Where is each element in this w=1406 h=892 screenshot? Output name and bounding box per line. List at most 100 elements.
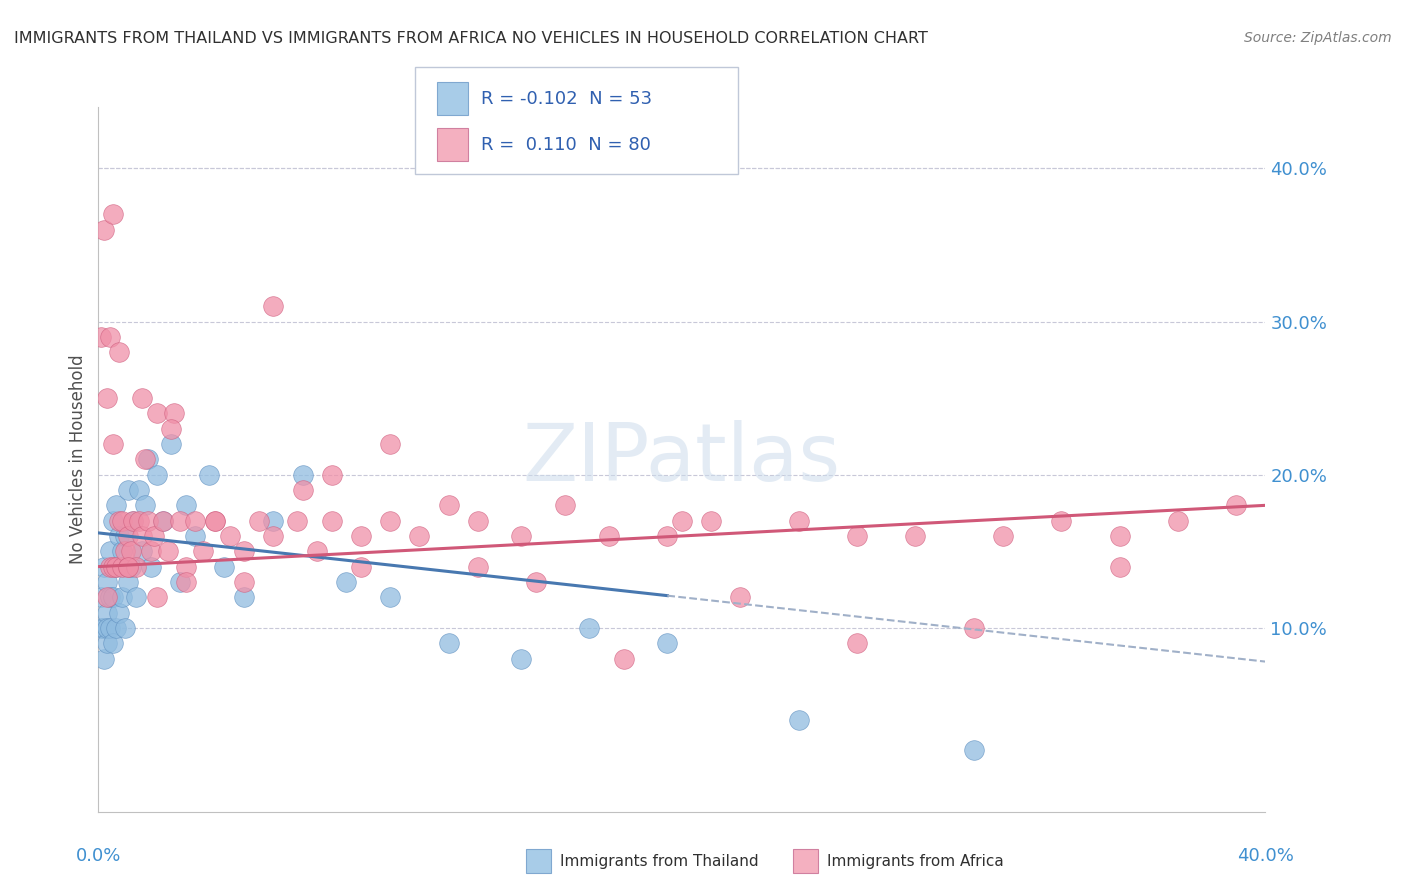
Point [136,452,159,467]
Point [117,574,139,589]
Point [104,559,127,574]
Text: R =  0.110  N = 80: R = 0.110 N = 80 [481,136,651,154]
Point [183,514,205,528]
Point [152,514,174,528]
Y-axis label: No Vehicles in Household: No Vehicles in Household [69,354,87,565]
Point [160,437,183,451]
Point [510,529,533,543]
Point [93,651,115,665]
Point [335,574,357,589]
Point [408,529,430,543]
Point [510,651,533,665]
Point [262,514,284,528]
Point [962,621,984,635]
Point [146,406,169,420]
Point [96,591,118,605]
Point [291,483,314,497]
Point [157,544,180,558]
Point [598,529,620,543]
Point [93,621,115,635]
Point [262,529,284,543]
Point [174,559,197,574]
Point [125,559,148,574]
Point [96,621,118,635]
Text: 0.0%: 0.0% [76,847,121,865]
Point [846,636,869,650]
Point [93,559,115,574]
Point [350,559,373,574]
Point [117,483,139,497]
Point [578,621,600,635]
Point [117,529,139,543]
Point [613,651,636,665]
Point [142,529,165,543]
Point [117,559,139,574]
Point [787,514,810,528]
Point [152,514,174,528]
Point [96,574,118,589]
Point [101,636,124,650]
Point [291,467,314,482]
Point [174,574,197,589]
Point [321,514,343,528]
Point [174,499,197,513]
Point [101,559,124,574]
Point [730,591,752,605]
Point [524,574,547,589]
Point [467,514,489,528]
Text: 40.0%: 40.0% [1237,847,1294,865]
Point [437,499,460,513]
Point [163,406,186,420]
Point [101,437,124,451]
Point [114,621,136,635]
Point [111,559,134,574]
Point [212,559,235,574]
Point [1225,499,1247,513]
Point [198,467,221,482]
Point [904,529,927,543]
Point [104,621,127,635]
Point [104,499,127,513]
Point [1108,529,1130,543]
Point [111,544,134,558]
Point [120,544,142,558]
Point [101,591,124,605]
Point [128,483,150,497]
Text: IMMIGRANTS FROM THAILAND VS IMMIGRANTS FROM AFRICA NO VEHICLES IN HOUSEHOLD CORR: IMMIGRANTS FROM THAILAND VS IMMIGRANTS F… [14,31,928,46]
Point [846,529,869,543]
Point [108,345,131,359]
Point [380,591,402,605]
Point [131,529,153,543]
Point [380,514,402,528]
Point [233,574,256,589]
Point [98,591,121,605]
Point [991,529,1014,543]
Point [108,529,131,543]
Point [437,636,460,650]
Point [101,207,124,221]
Point [96,606,118,620]
Point [1050,514,1073,528]
Point [131,391,153,405]
Text: Immigrants from Africa: Immigrants from Africa [827,854,1004,869]
Point [1167,514,1189,528]
Point [108,606,131,620]
Point [233,591,256,605]
Text: ZIPatlas: ZIPatlas [523,420,841,499]
Point [247,514,270,528]
Point [122,514,145,528]
Point [90,621,112,635]
Point [96,636,118,650]
Point [204,514,226,528]
Point [114,529,136,543]
Point [146,467,169,482]
Point [108,514,131,528]
Point [98,544,121,558]
Point [93,222,115,236]
Text: Immigrants from Thailand: Immigrants from Thailand [560,854,758,869]
Point [218,529,240,543]
Point [700,514,723,528]
Point [962,743,984,757]
Point [307,544,329,558]
Point [467,559,489,574]
